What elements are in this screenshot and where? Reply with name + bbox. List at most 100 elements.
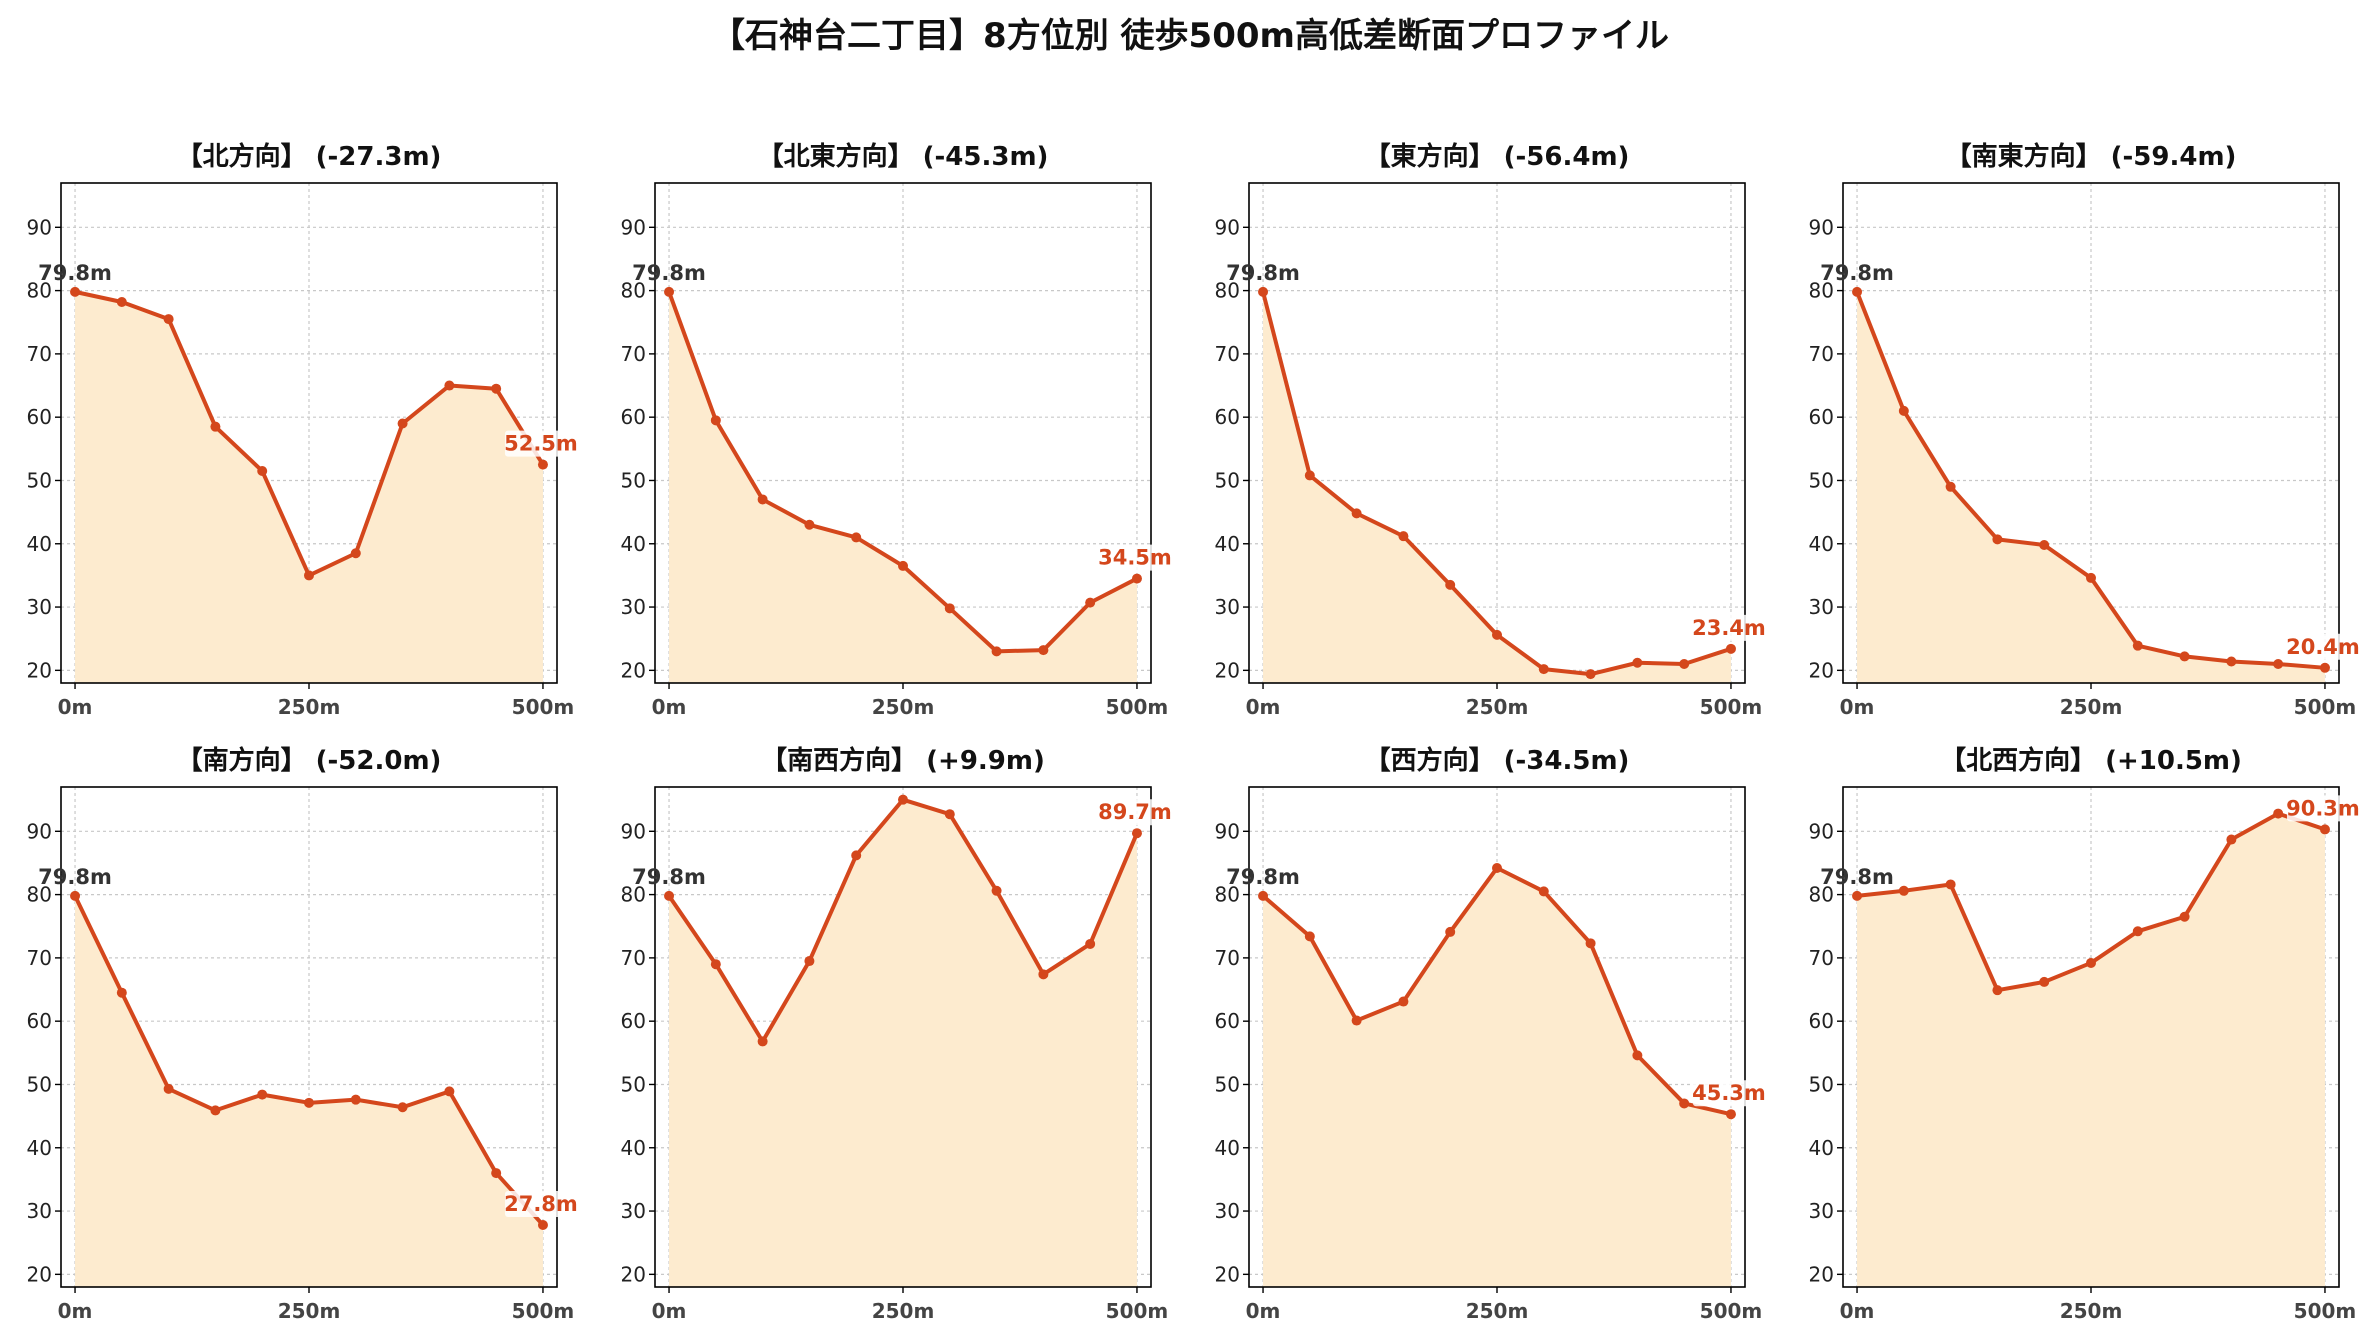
y-tick-label: 70 [1215,946,1240,970]
y-tick-label: 30 [1215,595,1240,619]
x-tick-label: 0m [1840,695,1875,719]
data-point [710,959,721,970]
x-tick-label: 250m [278,695,341,719]
y-tick-label: 80 [27,279,52,303]
y-tick-label: 70 [621,946,646,970]
y-tick-label: 60 [27,405,52,429]
data-point [1585,669,1596,680]
x-tick-label: 0m [652,695,687,719]
data-point [710,415,721,426]
data-point [350,1094,361,1105]
elevation-area [669,799,1137,1287]
y-tick-label: 70 [621,342,646,366]
data-point [1492,863,1502,874]
x-tick-label: 500m [1700,1299,1763,1323]
y-tick-label: 30 [621,1199,646,1223]
data-point [1992,985,2003,996]
data-point [898,794,908,805]
data-point [851,850,862,861]
start-elevation-label: 79.8m [1226,261,1300,285]
x-tick-label: 500m [512,1299,575,1323]
y-tick-label: 30 [1215,1199,1240,1223]
data-point [1538,886,1549,897]
x-tick-label: 500m [1106,695,1169,719]
data-point [1351,508,1362,519]
y-tick-label: 80 [621,279,646,303]
data-point [1852,890,1863,901]
y-tick-label: 30 [621,595,646,619]
y-tick-label: 20 [27,658,52,682]
end-label-bg [1098,544,1171,571]
y-tick-label: 30 [1809,595,1834,619]
data-point [1679,1098,1690,1109]
data-point [2319,824,2330,835]
y-tick-label: 40 [1215,532,1240,556]
y-tick-label: 20 [27,1262,52,1286]
y-tick-label: 50 [1809,1072,1834,1096]
x-tick-label: 500m [2294,695,2357,719]
data-point [1852,286,1863,297]
data-point [1898,405,1909,416]
data-point [444,380,455,391]
x-tick-label: 0m [1840,1299,1875,1323]
panel-title: 【北東方向】 (-45.3m) [758,141,1049,172]
start-elevation-label: 79.8m [1820,865,1894,889]
data-point [851,532,862,543]
data-point [70,890,81,901]
data-point [2273,659,2284,670]
data-point [1258,286,1269,297]
x-tick-label: 0m [58,1299,93,1323]
end-elevation-label: 45.3m [1692,1081,1766,1105]
data-point [1632,1050,1643,1061]
x-tick-label: 0m [1246,1299,1281,1323]
y-tick-label: 40 [621,1136,646,1160]
data-point [1898,885,1909,896]
y-tick-label: 90 [27,819,52,843]
y-tick-label: 40 [27,1136,52,1160]
start-elevation-label: 79.8m [1820,261,1894,285]
start-elevation-label: 79.8m [1226,865,1300,889]
y-tick-label: 90 [1215,215,1240,239]
data-point [2179,911,2190,922]
data-point [944,603,955,614]
data-point [2086,572,2096,583]
elevation-area [75,895,543,1287]
elevation-area [1857,813,2325,1287]
y-tick-label: 40 [1809,1136,1834,1160]
end-label-bg [2286,633,2359,660]
x-tick-label: 250m [278,1299,341,1323]
y-tick-label: 90 [621,819,646,843]
data-point [163,1083,174,1094]
data-point [757,494,768,505]
data-point [1445,926,1456,937]
elevation-area [1857,291,2325,683]
y-tick-label: 60 [1809,405,1834,429]
data-point [116,987,127,998]
data-point [537,1219,548,1230]
data-point [1945,481,1956,492]
elevation-area [669,291,1137,683]
x-tick-label: 250m [872,695,935,719]
data-point [163,314,174,325]
y-tick-label: 20 [1215,658,1240,682]
y-tick-label: 90 [1215,819,1240,843]
elevation-area [75,291,543,683]
panel-title: 【西方向】 (-34.5m) [1365,745,1630,776]
data-point [210,1105,221,1116]
data-point [1131,573,1142,584]
data-point [491,383,502,394]
start-elevation-label: 79.8m [38,865,112,889]
y-tick-label: 70 [27,342,52,366]
end-label-bg [504,430,577,457]
data-point [210,421,221,432]
data-point [944,809,955,820]
x-tick-label: 500m [1700,695,1763,719]
chart-panel: 【南方向】 (-52.0m) 20 30 40 50 60 70 80 90 0m 250m 500m… [27,745,578,1323]
y-tick-label: 60 [1215,405,1240,429]
x-tick-label: 500m [512,695,575,719]
page-title: 【石神台二丁目】8方位別 徒歩500m高低差断面プロファイル [711,16,1669,56]
end-label-bg [2286,795,2359,822]
data-point [397,1102,408,1113]
y-tick-label: 60 [621,1009,646,1033]
end-elevation-label: 52.5m [504,432,578,456]
